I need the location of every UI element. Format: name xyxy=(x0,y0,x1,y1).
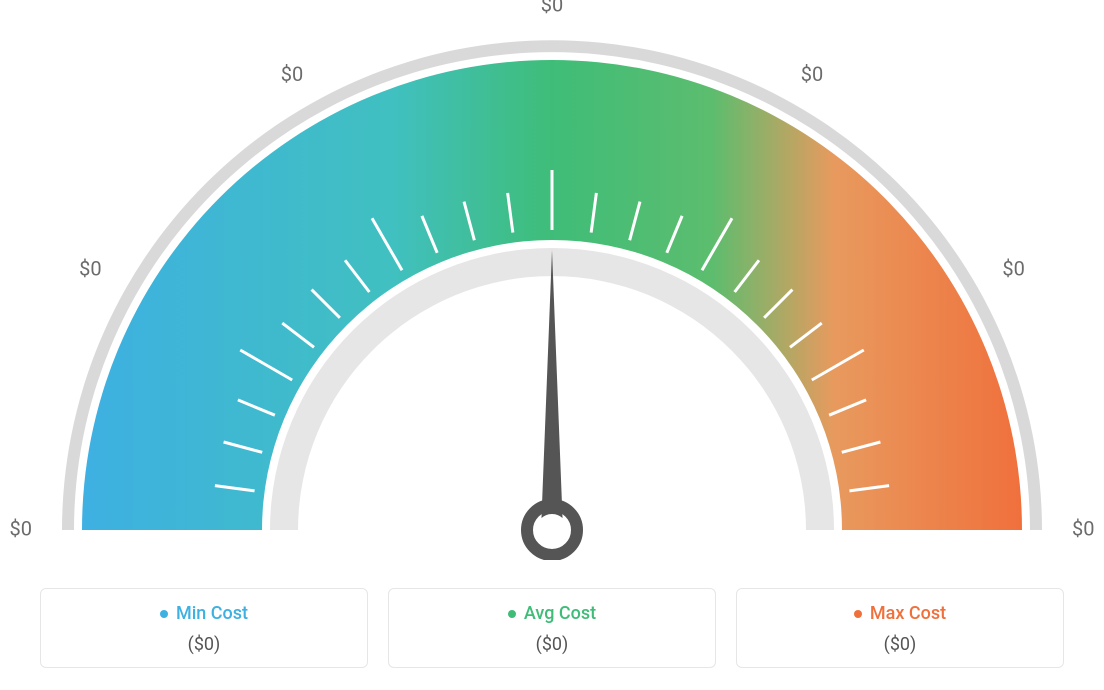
legend-dot-avg xyxy=(508,610,516,618)
legend-card-avg: Avg Cost ($0) xyxy=(388,588,716,669)
legend-row: Min Cost ($0) Avg Cost ($0) Max Cost ($0… xyxy=(40,588,1064,669)
legend-label-avg: Avg Cost xyxy=(524,603,596,624)
legend-value-avg: ($0) xyxy=(399,634,705,655)
svg-text:$0: $0 xyxy=(1002,256,1024,280)
gauge-chart: $0 $0 $0 $0 $0 $0 $0 xyxy=(0,0,1104,560)
legend-label-max: Max Cost xyxy=(870,603,946,624)
legend-card-max: Max Cost ($0) xyxy=(736,588,1064,669)
legend-value-max: ($0) xyxy=(747,634,1053,655)
legend-dot-max xyxy=(854,610,862,618)
svg-text:$0: $0 xyxy=(801,62,823,86)
legend-label-min: Min Cost xyxy=(176,603,248,624)
svg-text:$0: $0 xyxy=(281,62,303,86)
svg-text:$0: $0 xyxy=(79,256,101,280)
legend-card-min: Min Cost ($0) xyxy=(40,588,368,669)
legend-dot-min xyxy=(160,610,168,618)
svg-text:$0: $0 xyxy=(1072,516,1094,540)
cost-gauge-widget: $0 $0 $0 $0 $0 $0 $0 Min Cost ($0) Avg Cost ($… xyxy=(0,0,1104,690)
svg-text:$0: $0 xyxy=(10,516,32,540)
svg-text:$0: $0 xyxy=(541,0,563,16)
legend-value-min: ($0) xyxy=(51,634,357,655)
